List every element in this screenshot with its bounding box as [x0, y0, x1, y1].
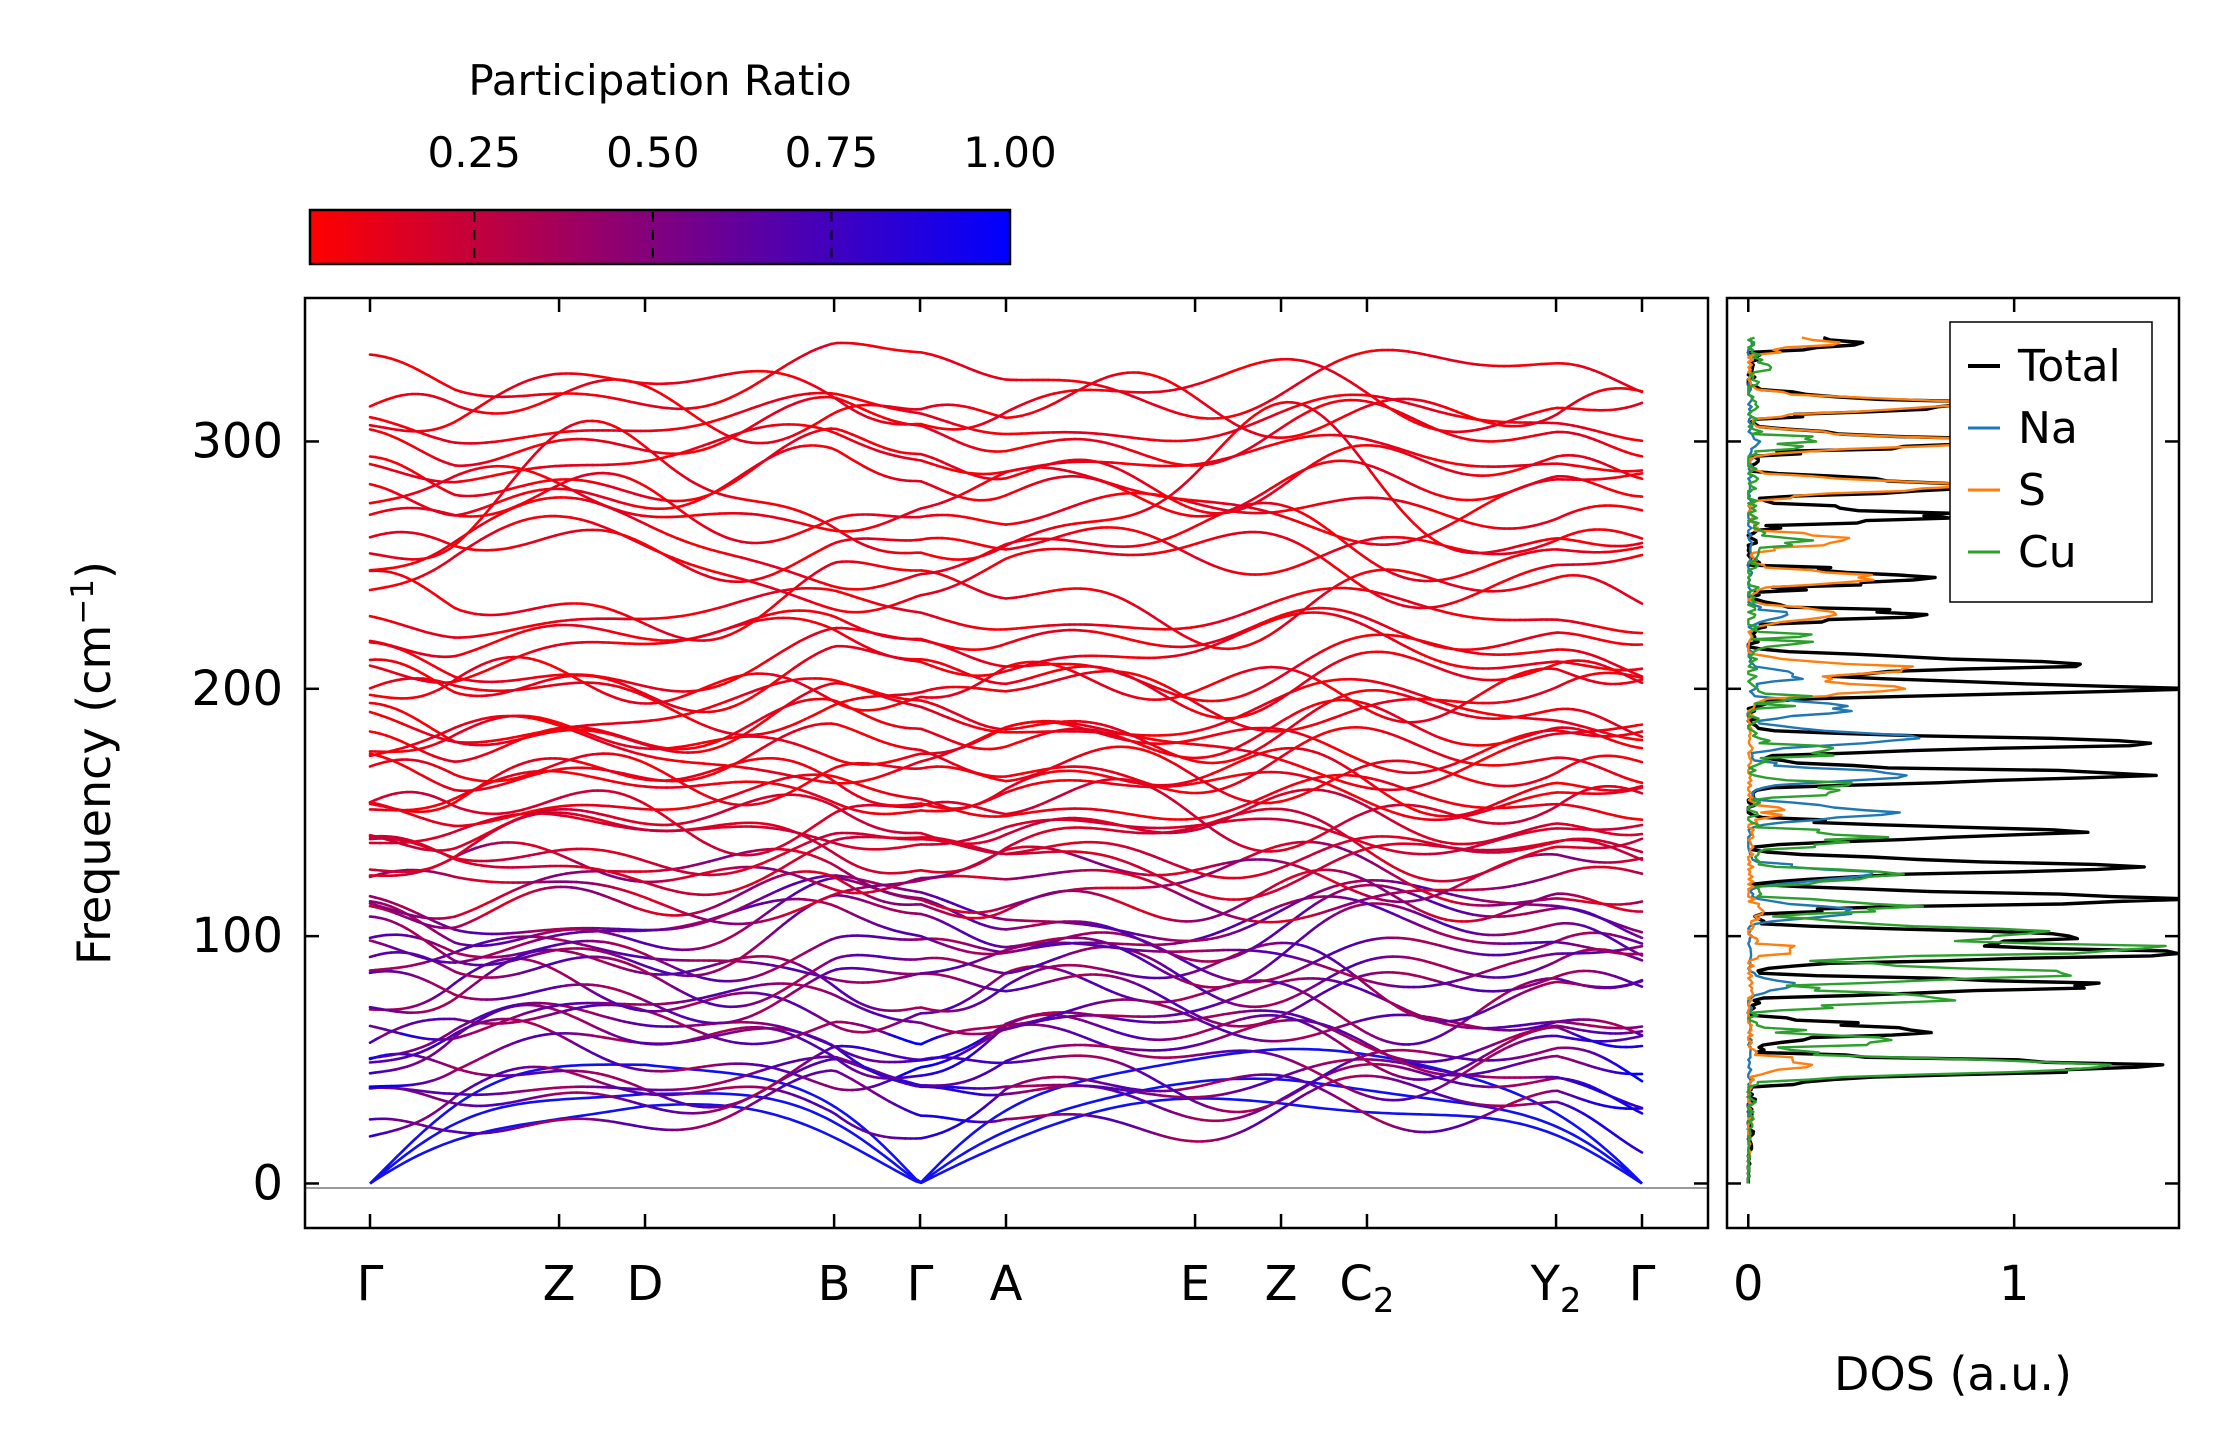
optical-branch-segment — [1635, 940, 1644, 945]
acoustic-branch — [369, 1047, 1643, 1185]
phonon-bands — [368, 341, 1644, 1185]
colorbar-ticks: 0.25 0.50 0.75 1.00 — [428, 128, 1057, 262]
colorbar-bar — [308, 208, 1012, 266]
optical-branch-segment — [1635, 1148, 1644, 1154]
optical-branch-segment — [1635, 1044, 1644, 1048]
optical-branch-segment — [1635, 1105, 1644, 1110]
optical-branch-segment — [1635, 983, 1644, 989]
colorbar-tick-label: 0.50 — [606, 128, 700, 177]
colorbar-tick-label: 1.00 — [963, 128, 1057, 177]
colorbar-tick-label: 0.25 — [428, 128, 522, 177]
optical-branch-segment — [1635, 934, 1644, 940]
colorbar-tick-label: 0.75 — [785, 128, 879, 177]
acoustic-branch — [369, 1097, 1643, 1185]
optical-branch-segment — [1635, 1031, 1644, 1037]
colorbar-title: Participation Ratio — [468, 56, 851, 105]
optical-branch-segment — [1635, 1025, 1644, 1029]
acoustic-branch — [369, 1077, 1643, 1185]
optical-branch-segment — [1635, 957, 1644, 962]
colorbar: Participation Ratio 0.25 0.50 0.75 1.00 — [308, 56, 1057, 266]
optical-branch-segment — [1635, 944, 1644, 949]
optical-branch-segment — [1635, 1109, 1644, 1115]
optical-branch-segment — [1635, 1076, 1644, 1083]
